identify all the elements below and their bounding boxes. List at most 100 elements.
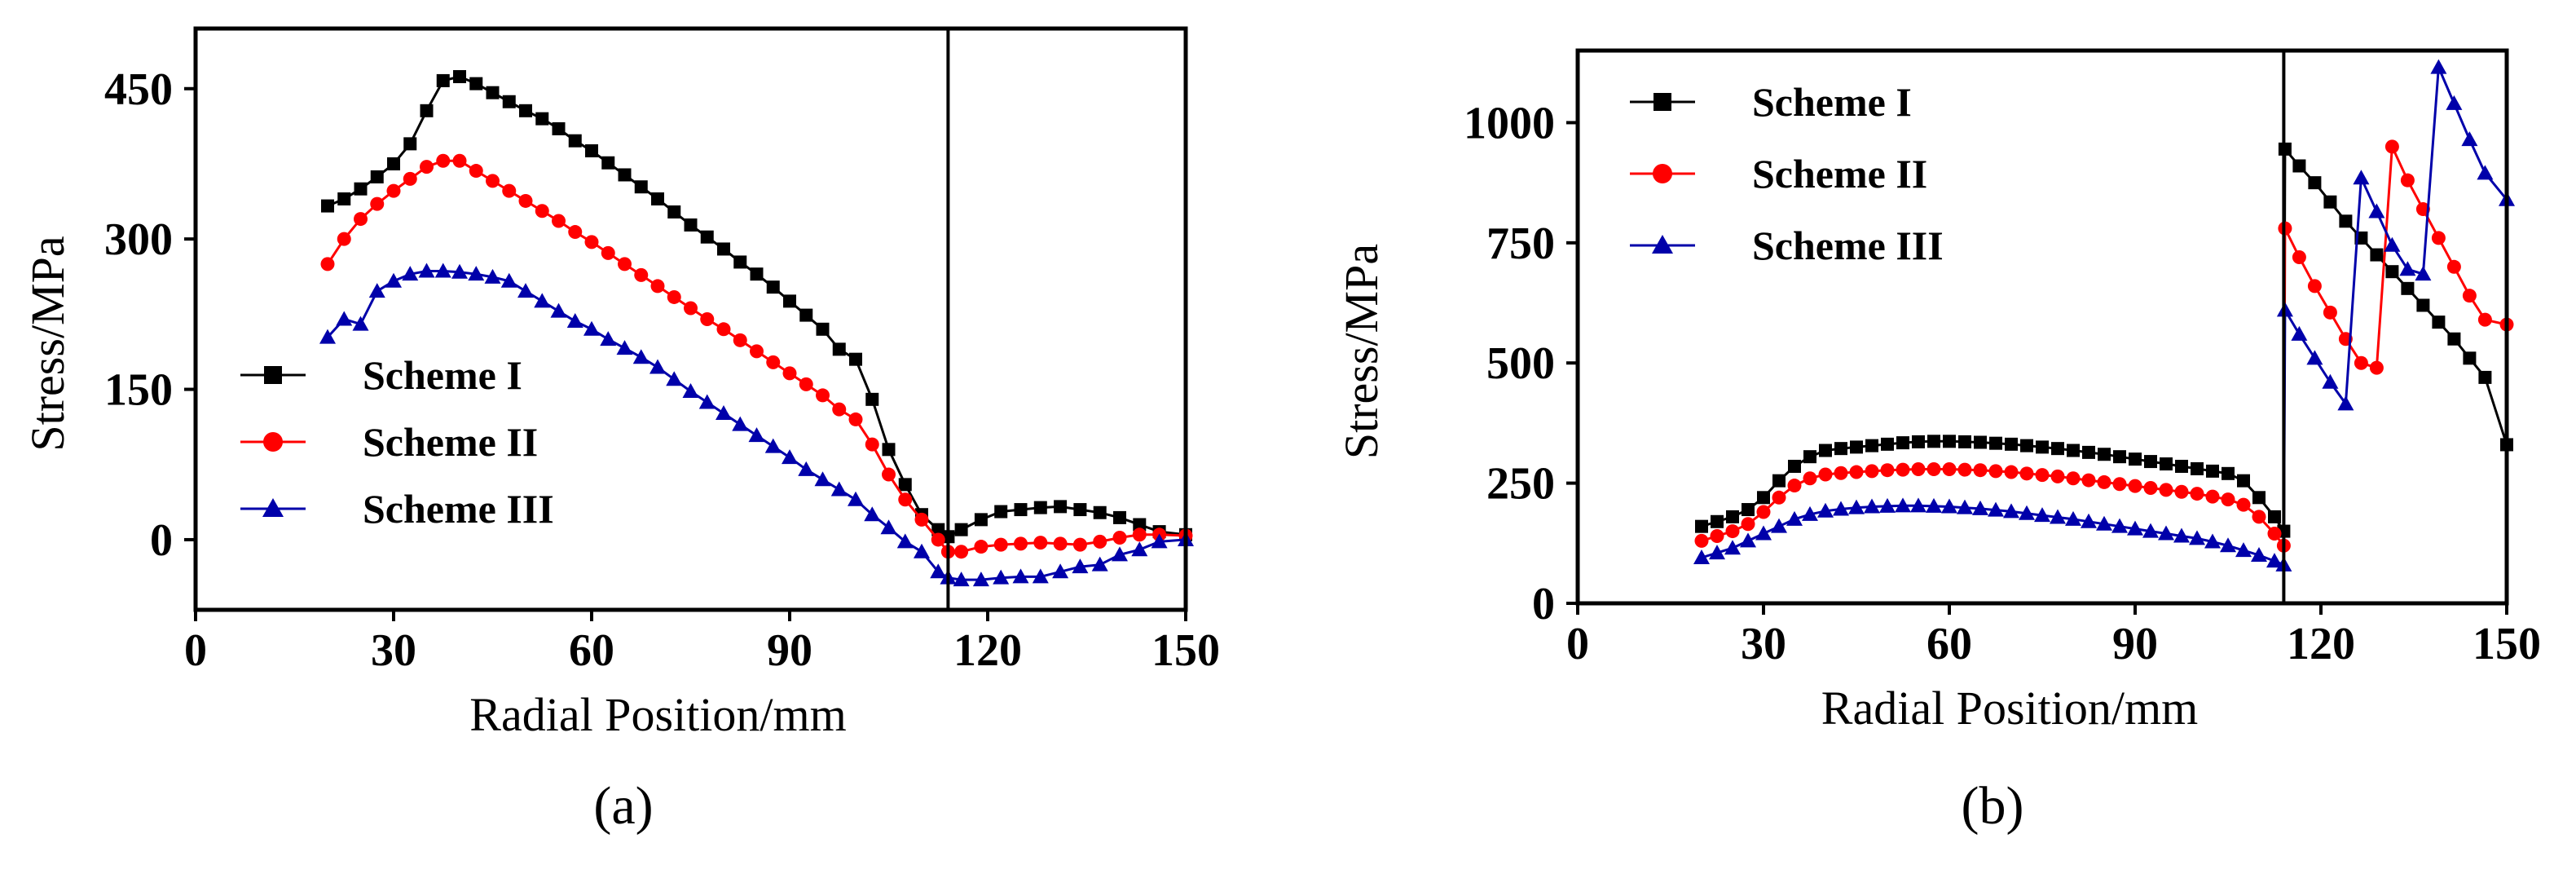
- data-point-scheme-ii: [1787, 479, 1802, 493]
- data-point-scheme-i: [420, 104, 434, 117]
- x-tick-label: 60: [569, 625, 614, 676]
- data-point-scheme-iii: [2034, 507, 2050, 523]
- data-point-scheme-ii: [848, 412, 863, 426]
- data-point-scheme-ii: [502, 183, 517, 198]
- data-point-scheme-ii: [2035, 468, 2050, 483]
- legend-item-scheme-iii: Scheme III: [1630, 223, 1944, 268]
- data-point-scheme-i: [1093, 505, 1107, 519]
- data-point-scheme-iii: [2353, 170, 2370, 185]
- data-point-scheme-ii: [2112, 477, 2127, 492]
- data-point-scheme-i: [974, 513, 988, 527]
- data-point-scheme-ii: [552, 214, 566, 228]
- data-point-scheme-iii: [1112, 546, 1128, 562]
- legend-marker: [262, 498, 284, 517]
- data-point-scheme-i: [1695, 519, 1708, 533]
- data-point-scheme-iii: [993, 569, 1010, 585]
- data-point-scheme-ii: [2446, 259, 2461, 274]
- x-tick-label: 60: [1926, 619, 1972, 669]
- data-point-scheme-ii: [882, 467, 896, 482]
- data-point-scheme-i: [2432, 316, 2446, 329]
- data-point-scheme-ii: [914, 512, 929, 527]
- data-point-scheme-iii: [2019, 505, 2035, 520]
- data-point-scheme-iii: [583, 320, 600, 336]
- data-point-scheme-iii: [2368, 203, 2385, 218]
- data-point-scheme-iii: [2446, 95, 2463, 110]
- panel-label: (b): [1962, 776, 2024, 836]
- data-point-scheme-i: [2191, 461, 2204, 475]
- data-point-scheme-i: [2308, 176, 2322, 190]
- data-point-scheme-i: [898, 478, 912, 492]
- series-line-scheme-i: [327, 75, 1187, 539]
- data-point-scheme-iii: [2384, 236, 2401, 252]
- data-point-scheme-i: [1834, 442, 1847, 456]
- data-point-scheme-i: [634, 180, 648, 194]
- data-point-scheme-i: [2036, 440, 2049, 454]
- data-point-scheme-ii: [354, 212, 368, 227]
- data-point-scheme-i: [2098, 448, 2111, 461]
- data-point-scheme-i: [1113, 510, 1126, 524]
- data-point-scheme-i: [766, 280, 780, 294]
- data-point-scheme-iii: [2173, 527, 2190, 543]
- x-tick-label: 30: [1741, 619, 1786, 669]
- y-tick-label: 500: [1486, 338, 1555, 389]
- data-point-scheme-ii: [618, 257, 632, 271]
- data-point-scheme-i: [1133, 518, 1147, 532]
- x-axis-label: Radial Position/mm: [1821, 682, 2198, 735]
- data-point-scheme-i: [1788, 459, 1801, 473]
- data-point-scheme-ii: [535, 204, 549, 218]
- data-point-scheme-i: [1772, 474, 1786, 488]
- data-point-scheme-i: [684, 218, 698, 232]
- data-point-scheme-iii: [451, 263, 468, 279]
- data-point-scheme-iii: [953, 572, 970, 587]
- data-point-scheme-iii: [1755, 525, 1772, 541]
- data-point-scheme-i: [1974, 435, 1987, 449]
- x-tick-label: 30: [371, 625, 416, 676]
- data-point-scheme-i: [519, 104, 532, 117]
- data-point-scheme-ii: [832, 402, 847, 417]
- data-point-scheme-iii: [782, 449, 798, 465]
- x-tick-label: 90: [767, 625, 812, 676]
- data-point-scheme-ii: [667, 289, 681, 304]
- data-point-scheme-i: [2463, 351, 2477, 365]
- data-point-scheme-iii: [484, 268, 501, 284]
- data-point-scheme-ii: [2019, 466, 2034, 481]
- series-line-scheme-iii: [1701, 67, 2508, 567]
- data-point-scheme-i: [436, 73, 450, 87]
- data-point-scheme-ii: [2384, 139, 2399, 154]
- data-point-scheme-iii: [864, 506, 881, 522]
- data-point-scheme-i: [453, 70, 466, 84]
- data-point-scheme-ii: [1772, 490, 1786, 505]
- legend-label: Scheme I: [1752, 79, 1912, 125]
- data-point-scheme-iii: [814, 471, 831, 487]
- data-point-scheme-i: [1927, 435, 1940, 448]
- data-point-scheme-i: [568, 134, 582, 148]
- data-point-scheme-i: [2323, 195, 2337, 209]
- data-point-scheme-iii: [972, 572, 989, 587]
- data-point-scheme-iii: [2415, 266, 2432, 281]
- data-point-scheme-ii: [370, 196, 385, 211]
- data-point-scheme-iii: [764, 438, 782, 453]
- y-tick-label: 0: [1532, 579, 1555, 629]
- data-point-scheme-i: [502, 95, 516, 108]
- y-tick-label: 300: [104, 214, 173, 265]
- data-point-scheme-ii: [750, 344, 764, 359]
- data-point-scheme-iii: [1072, 558, 1089, 574]
- data-point-scheme-iii: [1910, 497, 1926, 513]
- chart-panel-b: 0 30 60 90 120 150 0 250 500 750 1000 Radial Positi…: [1288, 0, 2576, 896]
- data-point-scheme-ii: [2477, 312, 2492, 327]
- plot-frame: [1575, 48, 2509, 606]
- data-point-scheme-ii: [684, 301, 698, 316]
- legend-marker: [1653, 164, 1672, 183]
- data-point-scheme-iii: [2235, 542, 2252, 558]
- data-point-scheme-iii: [2142, 523, 2159, 538]
- legend-label: Scheme II: [363, 419, 538, 465]
- data-point-scheme-i: [2005, 437, 2018, 451]
- data-point-scheme-i: [1711, 514, 1724, 528]
- data-point-scheme-iii: [2127, 520, 2143, 536]
- legend-marker: [1653, 93, 1671, 111]
- data-point-scheme-i: [2051, 442, 2064, 456]
- data-point-scheme-ii: [1694, 533, 1709, 548]
- data-point-scheme-iii: [534, 293, 551, 308]
- data-point-scheme-ii: [2205, 489, 2220, 504]
- data-point-scheme-ii: [2190, 487, 2204, 501]
